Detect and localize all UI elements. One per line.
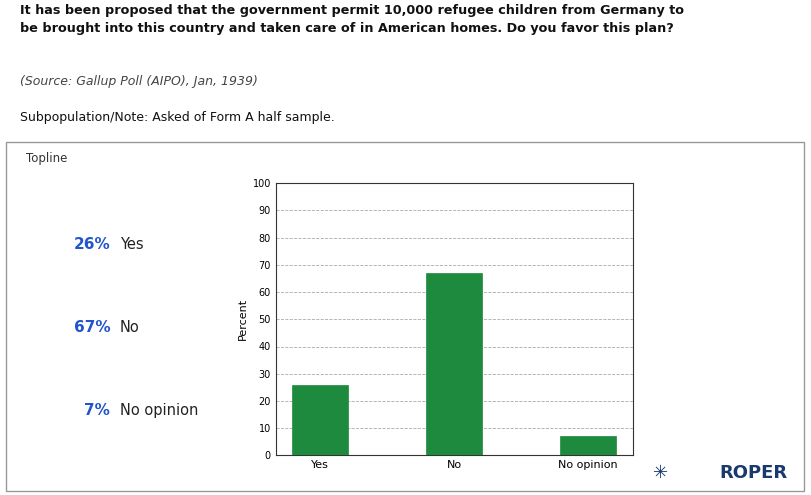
Text: ✳: ✳ — [653, 464, 668, 482]
Bar — [426, 273, 483, 455]
Text: It has been proposed that the government permit 10,000 refugee children from Ger: It has been proposed that the government… — [20, 4, 684, 35]
Text: Yes: Yes — [120, 237, 144, 252]
Text: No: No — [120, 320, 139, 335]
Text: (Source: Gallup Poll (AIPO), Jan, 1939): (Source: Gallup Poll (AIPO), Jan, 1939) — [20, 75, 258, 88]
Bar — [292, 385, 348, 455]
Text: No opinion: No opinion — [120, 403, 199, 418]
Text: Topline: Topline — [25, 152, 67, 165]
Text: Subpopulation/Note: Asked of Form A half sample.: Subpopulation/Note: Asked of Form A half… — [20, 111, 335, 124]
Text: ROPER: ROPER — [719, 464, 787, 482]
Text: 26%: 26% — [74, 237, 110, 252]
Text: 7%: 7% — [84, 403, 110, 418]
Bar — [560, 437, 616, 455]
Y-axis label: Percent: Percent — [238, 298, 248, 341]
Text: 67%: 67% — [74, 320, 110, 335]
